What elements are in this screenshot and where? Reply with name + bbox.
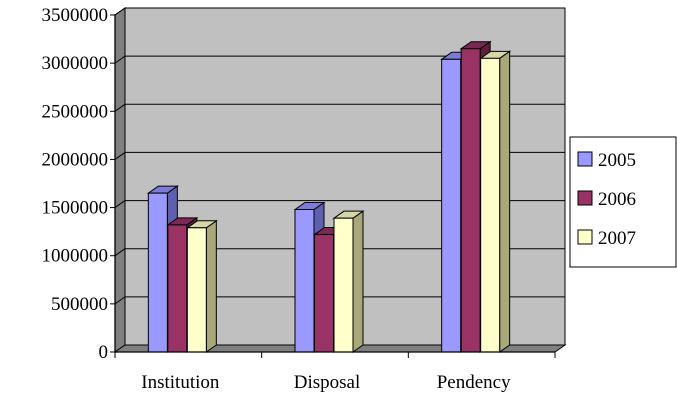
bar-disposal-2007 — [332, 210, 365, 353]
bars — [146, 40, 512, 353]
y-tick-label: 500000 — [51, 294, 108, 315]
bar-pendency-2007 — [479, 50, 512, 353]
legend-swatch — [577, 229, 593, 245]
y-tick-label: 2000000 — [42, 149, 109, 170]
legend: 2005 2006 2007 — [569, 136, 677, 268]
y-tick-label: 2500000 — [42, 101, 109, 122]
x-tick-label: Pendency — [437, 372, 511, 393]
gridline-side — [114, 152, 126, 160]
legend-label: 2006 — [598, 189, 636, 210]
legend-item-2007: 2007 — [577, 228, 636, 249]
bar-institution-2007 — [185, 219, 218, 353]
x-tick-label: Disposal — [294, 372, 361, 393]
legend-swatch — [577, 190, 593, 206]
legend-item-2005: 2005 — [577, 150, 636, 171]
gridline-side — [114, 7, 126, 16]
y-tick-label: 3000000 — [42, 53, 109, 74]
y-tick-label: 1500000 — [42, 198, 109, 219]
legend-label: 2005 — [598, 150, 636, 171]
axes — [114, 14, 556, 358]
gridline-side — [114, 55, 126, 64]
gridline-side — [114, 200, 126, 208]
y-axis-ticks: 0 500000 1000000 1500000 2000000 2500000 30000… — [42, 5, 115, 363]
y-tick-label: 1000000 — [42, 246, 109, 267]
x-tick-label: Institution — [141, 372, 220, 393]
y-tick-label: 3500000 — [42, 5, 109, 26]
gridline-side — [114, 296, 126, 305]
gridline-side — [114, 248, 126, 257]
x-axis-labels: Institution Disposal Pendency — [141, 372, 511, 393]
legend-label: 2007 — [598, 228, 636, 249]
gridline-side — [114, 103, 126, 112]
legend-item-2006: 2006 — [577, 189, 636, 210]
legend-swatch — [577, 151, 593, 167]
y-tick-label: 0 — [99, 342, 109, 363]
